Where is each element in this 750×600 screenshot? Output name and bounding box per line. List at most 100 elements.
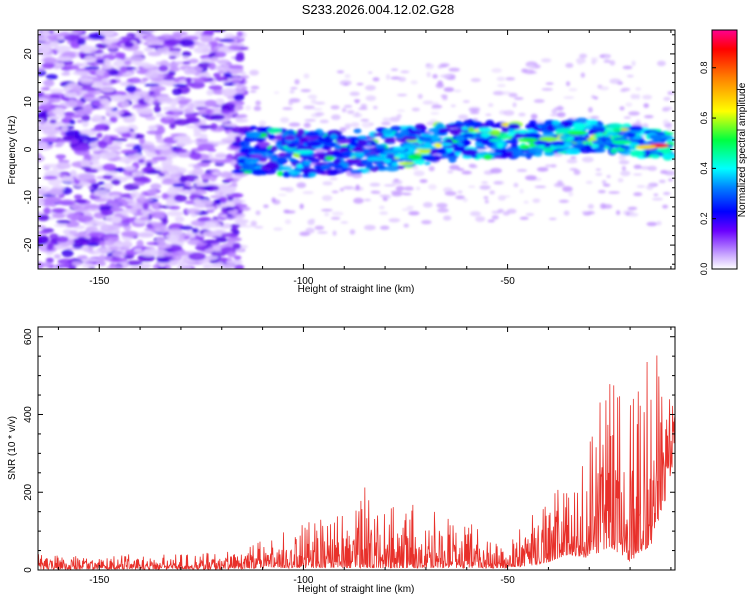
heatmap-cell: [178, 99, 189, 106]
heatmap-cell: [619, 88, 627, 93]
heatmap-cell: [54, 264, 70, 269]
heatmap-cell: [595, 172, 603, 176]
heatmap-cell: [647, 165, 657, 172]
heatmap-cell: [139, 263, 151, 269]
heatmap-cell: [76, 143, 91, 152]
heatmap-cell: [97, 181, 105, 186]
heatmap-cell: [111, 94, 125, 102]
heatmap-cell: [593, 96, 599, 100]
heatmap-cell: [331, 190, 339, 194]
heatmap-cell: [319, 119, 329, 124]
snr-frame: [37, 326, 676, 571]
heatmap-cell: [519, 216, 529, 220]
heatmap-cell: [239, 71, 247, 75]
heatmap-cell: [307, 219, 315, 226]
heatmap-cell: [73, 110, 92, 116]
heatmap-cell: [246, 131, 261, 138]
heatmap-cell: [185, 77, 192, 84]
heatmap-cell: [364, 85, 376, 91]
heatmap-cell: [98, 30, 116, 37]
heatmap-cell: [63, 111, 75, 116]
heatmap-cell: [56, 220, 71, 224]
heatmap-cell: [467, 120, 483, 127]
heatmap-cell: [443, 215, 452, 221]
heatmap-cell: [121, 209, 132, 213]
heatmap-cell: [59, 31, 70, 36]
y-tick-label: 400: [23, 406, 34, 423]
heatmap-cell: [111, 250, 127, 258]
heatmap-cell: [365, 95, 377, 101]
heatmap-cell: [289, 90, 295, 94]
x-tick-label: -100: [293, 575, 313, 586]
heatmap-cell: [102, 174, 113, 180]
heatmap-cell: [643, 103, 649, 108]
heatmap-cell: [449, 128, 462, 135]
heatmap-cell: [172, 113, 180, 118]
heatmap-cell: [99, 98, 110, 105]
heatmap-cell: [96, 260, 106, 266]
heatmap-cell: [229, 209, 234, 213]
heatmap-cell: [98, 254, 106, 262]
heatmap-cell: [128, 56, 146, 62]
heatmap-cell: [489, 190, 495, 195]
heatmap-cell: [628, 212, 639, 217]
heatmap-cell: [182, 56, 189, 60]
heatmap-cell: [132, 153, 143, 161]
heatmap-cell: [108, 71, 119, 76]
heatmap-cell: [103, 134, 111, 143]
heatmap-cell: [468, 108, 481, 112]
heatmap-cell: [231, 169, 246, 174]
heatmap-cell: [384, 139, 396, 144]
heatmap-cell: [468, 185, 476, 188]
heatmap-cell: [204, 249, 215, 253]
heatmap-cell: [296, 182, 307, 189]
heatmap-cell: [45, 257, 54, 264]
heatmap-cell: [235, 118, 247, 123]
heatmap-cell: [205, 109, 212, 114]
heatmap-cell: [339, 127, 347, 133]
heatmap-cell: [148, 125, 158, 130]
heatmap-cell: [314, 112, 325, 116]
x-tick-label: -100: [293, 276, 313, 287]
heatmap-cell: [599, 86, 610, 91]
y-tick-label: 0: [23, 567, 34, 573]
heatmap-cell: [208, 85, 223, 91]
heatmap-cell: [56, 62, 65, 68]
heatmap-cell: [152, 195, 162, 199]
heatmap-cell: [344, 73, 351, 79]
heatmap-cell: [288, 100, 294, 106]
heatmap-cell: [231, 181, 238, 187]
heatmap-cell: [610, 148, 618, 154]
heatmap-cell: [566, 81, 571, 87]
heatmap-cell: [74, 134, 91, 142]
heatmap-cell: [231, 76, 240, 81]
heatmap-cell: [138, 137, 145, 145]
heatmap-cell: [397, 109, 406, 112]
heatmap-cell: [284, 135, 296, 141]
heatmap-cell: [158, 173, 166, 177]
heatmap-cells: [38, 30, 675, 269]
heatmap-cell: [406, 205, 414, 209]
heatmap-cell: [314, 101, 326, 105]
heatmap-cell: [213, 159, 232, 164]
heatmap-cell: [353, 128, 362, 134]
heatmap-cell: [555, 127, 571, 135]
heatmap-cell: [641, 150, 651, 158]
heatmap-cell: [61, 72, 71, 76]
heatmap-cell: [333, 158, 342, 165]
heatmap-cell: [633, 192, 643, 197]
heatmap-cell: [656, 221, 662, 226]
heatmap-cell: [110, 200, 129, 207]
heatmap-cell: [200, 159, 213, 163]
heatmap-cell: [288, 157, 296, 161]
heatmap-cell: [288, 122, 301, 127]
heatmap-cell: [106, 266, 117, 269]
heatmap-cell: [330, 133, 338, 139]
heatmap-cell: [38, 196, 45, 203]
heatmap-cell: [125, 205, 132, 209]
heatmap-cell: [169, 172, 181, 179]
heatmap-cell: [228, 45, 241, 51]
heatmap-cell: [242, 225, 254, 228]
heatmap-cell: [145, 150, 156, 158]
heatmap-cell: [519, 144, 530, 150]
